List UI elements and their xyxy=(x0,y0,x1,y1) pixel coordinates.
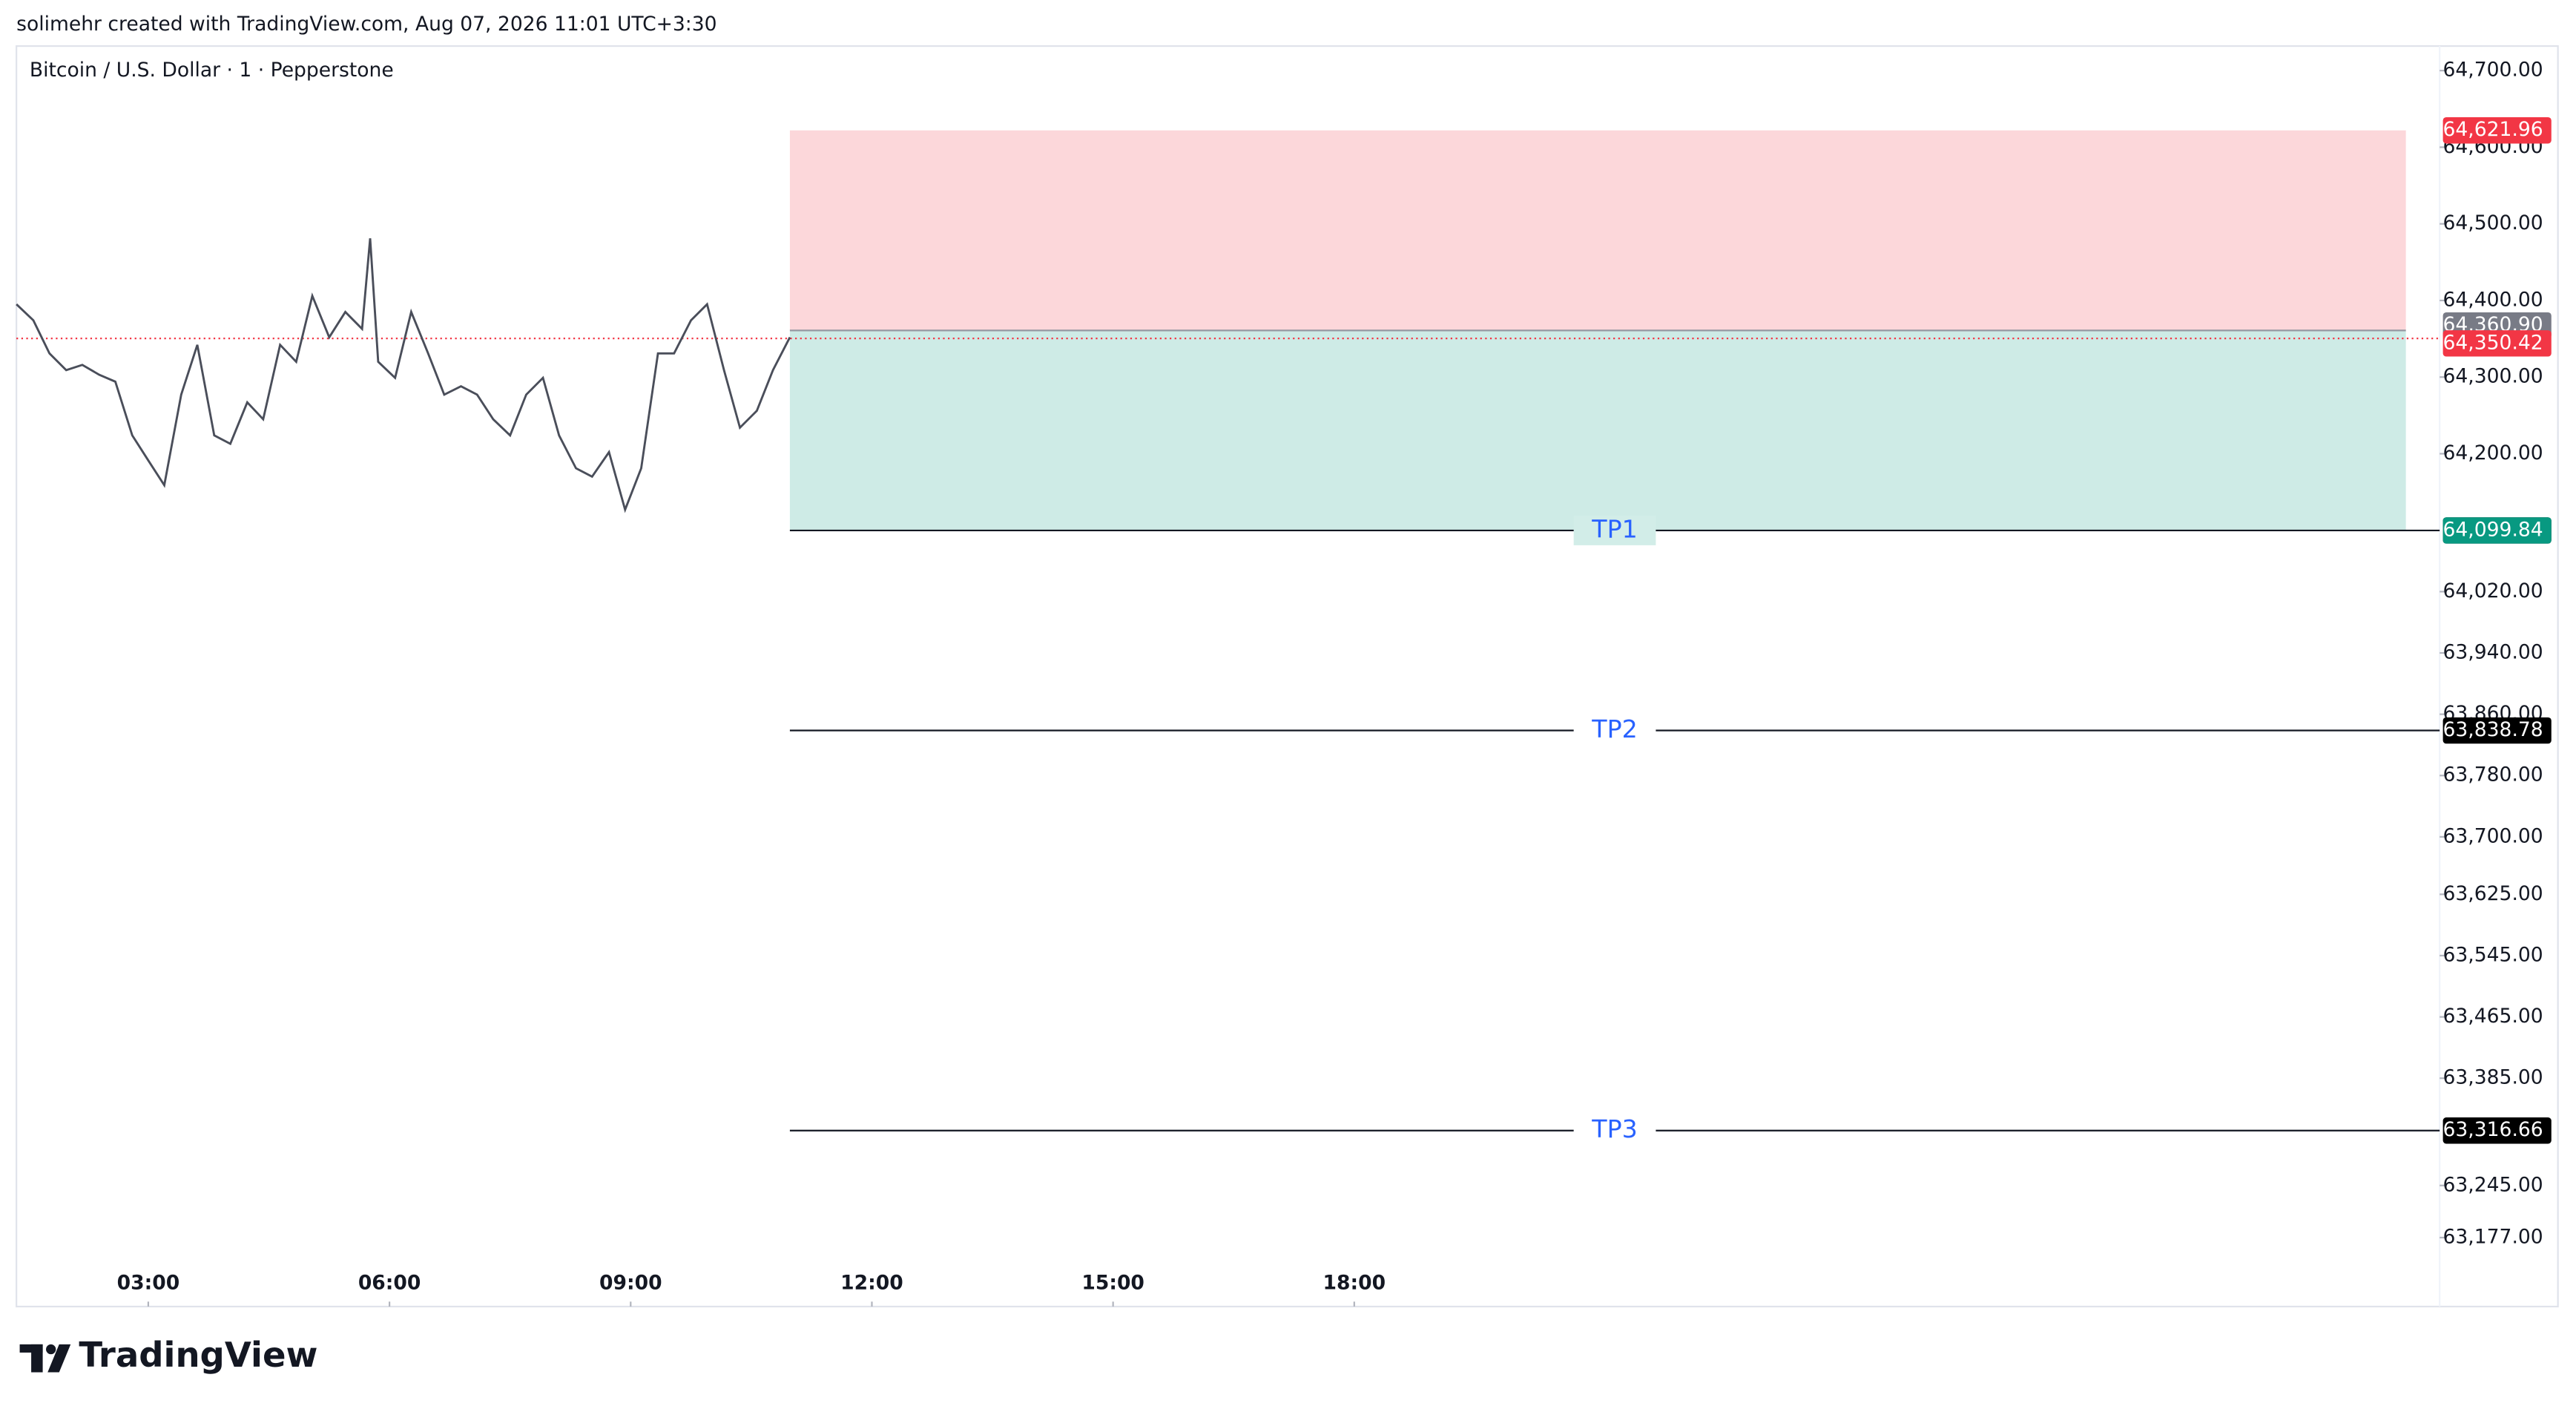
x-tick-label: 09:00 xyxy=(599,1271,662,1294)
target-price-label: 63,838.78 xyxy=(2443,718,2543,741)
target-label-bg xyxy=(1573,516,1656,545)
y-tick-label: 63,177.00 xyxy=(2443,1225,2543,1248)
y-tick-label: 64,300.00 xyxy=(2443,365,2543,388)
logo-text: TradingView xyxy=(79,1335,317,1375)
target-zone xyxy=(789,330,2406,531)
x-tick-label: 03:00 xyxy=(117,1271,180,1294)
logo-icon xyxy=(19,1344,71,1373)
price-box xyxy=(2442,517,2552,544)
y-tick-label: 63,545.00 xyxy=(2443,943,2543,966)
y-tick-label: 64,020.00 xyxy=(2443,579,2543,602)
y-tick-label: 63,245.00 xyxy=(2443,1173,2543,1196)
x-tick-label: 06:00 xyxy=(358,1271,421,1294)
y-tick-label: 64,400.00 xyxy=(2443,288,2543,311)
y-tick-label: 63,780.00 xyxy=(2443,763,2543,786)
chart-frame xyxy=(16,45,2559,1308)
target-name: TP3 xyxy=(1591,1114,1637,1143)
price-box xyxy=(2442,117,2552,144)
y-tick-label: 63,940.00 xyxy=(2443,641,2543,664)
target-price-box xyxy=(2442,1117,2552,1144)
y-tick-label: 63,625.00 xyxy=(2443,882,2543,905)
header-text: solimehr created with TradingView.com, A… xyxy=(16,13,717,36)
chart: 64,700.0064,600.0064,500.0064,400.0064,3… xyxy=(16,46,2552,1307)
y-tick-label: 63,465.00 xyxy=(2443,1005,2543,1028)
y-tick-label: 63,700.00 xyxy=(2443,824,2543,847)
x-tick-label: 15:00 xyxy=(1081,1271,1144,1294)
y-tick-label: 64,200.00 xyxy=(2443,441,2543,464)
y-tick-label: 64,500.00 xyxy=(2443,211,2543,234)
target-label-bg xyxy=(1573,1115,1656,1146)
target-name: TP2 xyxy=(1591,715,1637,743)
target-price-label: 63,316.66 xyxy=(2443,1118,2543,1141)
target-label-bg xyxy=(1573,715,1656,746)
price-label: 64,350.42 xyxy=(2443,331,2543,354)
price-label: 64,099.84 xyxy=(2443,518,2543,541)
x-tick-label: 12:00 xyxy=(840,1271,903,1294)
y-tick-label: 64,700.00 xyxy=(2443,59,2543,82)
price-label: 64,621.96 xyxy=(2443,118,2543,141)
symbol-title: Bitcoin / U.S. Dollar · 1 · Pepperstone xyxy=(30,59,394,82)
y-tick-label: 63,385.00 xyxy=(2443,1066,2543,1089)
target-name: TP1 xyxy=(1591,514,1637,543)
stop-zone xyxy=(789,130,2406,331)
price-box xyxy=(2442,330,2552,357)
target-price-box xyxy=(2442,717,2552,744)
x-tick-label: 18:00 xyxy=(1323,1271,1386,1294)
price-series xyxy=(16,238,791,513)
